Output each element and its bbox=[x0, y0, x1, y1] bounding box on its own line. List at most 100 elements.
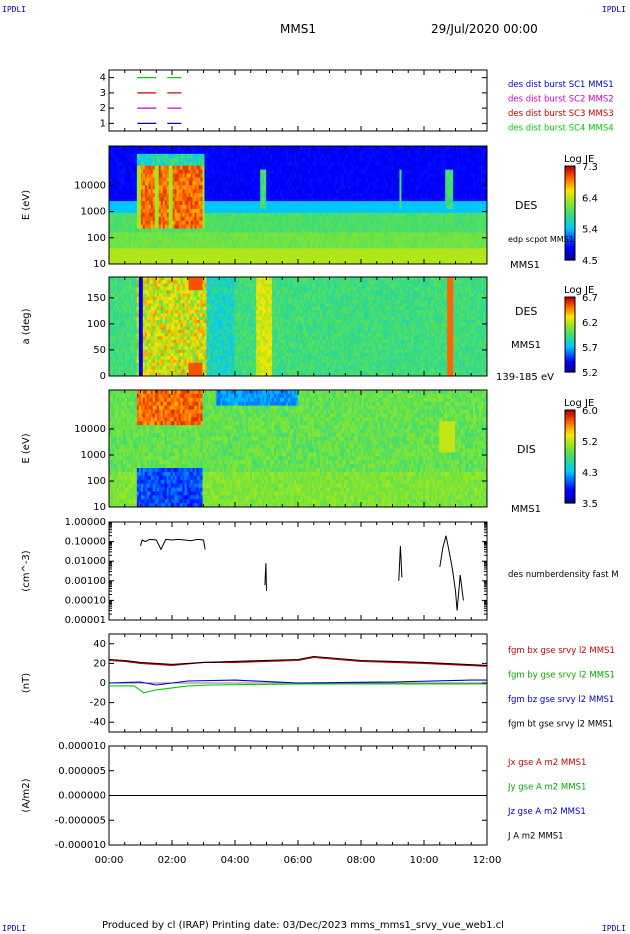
des-energy-cell bbox=[120, 201, 124, 206]
des-energy-cell bbox=[184, 205, 187, 210]
des-energy-cell bbox=[154, 236, 158, 241]
des-energy-cell bbox=[284, 256, 287, 261]
des-energy-cell bbox=[349, 220, 353, 226]
des-energy-cell bbox=[126, 197, 130, 202]
des-energy-cell bbox=[176, 216, 180, 222]
des-energy-cell bbox=[240, 248, 243, 253]
des-energy-cell bbox=[379, 260, 382, 265]
des-energy-cell bbox=[258, 201, 261, 206]
des-energy-cell bbox=[190, 232, 193, 237]
des-energy-cell bbox=[266, 165, 269, 170]
des-energy-cell bbox=[347, 157, 351, 163]
des-energy-cell bbox=[138, 181, 142, 186]
des-energy-cell bbox=[110, 149, 114, 155]
des-energy-cell bbox=[130, 256, 134, 261]
des-energy-cell bbox=[278, 252, 281, 257]
des-energy-cell bbox=[254, 252, 257, 257]
des-energy-cell bbox=[154, 161, 158, 167]
des-energy-cell bbox=[341, 149, 345, 155]
des-energy-cell bbox=[114, 189, 118, 194]
des-energy-cell bbox=[309, 232, 313, 237]
des-energy-cell bbox=[190, 212, 193, 218]
des-energy-cell bbox=[110, 193, 114, 198]
des-energy-cell bbox=[365, 260, 369, 265]
des-energy-cell bbox=[294, 173, 297, 178]
des-energy-cell bbox=[286, 232, 289, 237]
des-energy-cell bbox=[122, 228, 126, 233]
des-energy-cell bbox=[196, 208, 199, 214]
des-energy-cell bbox=[216, 232, 219, 237]
des-energy-cell bbox=[313, 205, 317, 210]
des-energy-cell bbox=[130, 181, 134, 186]
des-energy-cell bbox=[130, 169, 134, 174]
des-energy-cell bbox=[242, 197, 245, 202]
des-energy-cell bbox=[258, 256, 261, 261]
des-energy-cell bbox=[292, 181, 295, 186]
des-energy-cell bbox=[216, 256, 219, 261]
des-energy-cell bbox=[377, 161, 380, 167]
des-energy-cell bbox=[315, 212, 319, 218]
des-energy-cell bbox=[114, 153, 118, 159]
des-energy-cell bbox=[367, 177, 371, 182]
des-energy-cell bbox=[186, 212, 189, 218]
des-energy-cell bbox=[122, 173, 126, 178]
des-energy-cell bbox=[351, 149, 355, 155]
des-energy-cell bbox=[224, 205, 227, 210]
des-energy-cell bbox=[154, 189, 158, 194]
des-energy-cell bbox=[284, 205, 287, 210]
des-energy-cell bbox=[313, 208, 317, 214]
des-energy-cell bbox=[236, 248, 239, 253]
des-energy-cell bbox=[134, 244, 138, 249]
des-energy-cell bbox=[146, 252, 150, 257]
des-energy-cell bbox=[214, 153, 217, 159]
des-energy-cell bbox=[292, 161, 295, 167]
des-energy-cell bbox=[174, 157, 178, 163]
des-energy-cell bbox=[349, 232, 353, 237]
des-energy-cell bbox=[377, 177, 380, 182]
des-energy-cell bbox=[367, 205, 371, 210]
des-energy-cell bbox=[206, 173, 209, 178]
des-energy-cell bbox=[258, 181, 261, 186]
des-energy-cell bbox=[122, 189, 126, 194]
des-energy-cell bbox=[363, 256, 367, 261]
des-energy-cell bbox=[331, 149, 335, 155]
des-energy-cell bbox=[252, 169, 255, 174]
des-energy-cell bbox=[136, 208, 140, 214]
des-energy-cell bbox=[341, 240, 345, 245]
des-energy-cell bbox=[296, 232, 299, 237]
des-energy-cell bbox=[168, 240, 172, 245]
des-energy-cell bbox=[276, 161, 279, 167]
des-energy-cell bbox=[144, 205, 148, 210]
des-energy-cell bbox=[194, 260, 197, 265]
des-energy-cell bbox=[200, 149, 203, 155]
des-energy-cell bbox=[242, 146, 245, 151]
des-energy-cell bbox=[381, 181, 384, 186]
des-energy-cell bbox=[270, 181, 273, 186]
des-energy-cell bbox=[140, 169, 144, 174]
des-energy-cell bbox=[212, 173, 215, 178]
des-energy-cell bbox=[363, 205, 367, 210]
des-energy-cell bbox=[222, 205, 225, 210]
des-energy-cell bbox=[343, 252, 347, 257]
des-energy-cell bbox=[258, 260, 261, 265]
des-energy-cell bbox=[226, 236, 229, 241]
des-energy-cell bbox=[373, 201, 376, 206]
des-energy-cell bbox=[349, 256, 353, 261]
des-energy-cell bbox=[190, 181, 193, 186]
des-energy-cell bbox=[343, 153, 347, 159]
des-energy-cell bbox=[369, 220, 373, 226]
des-energy-cell bbox=[327, 212, 331, 218]
des-energy-cell bbox=[298, 224, 301, 229]
des-energy-cell bbox=[122, 208, 126, 214]
des-energy-cell bbox=[176, 260, 180, 265]
des-energy-cell bbox=[222, 146, 225, 151]
des-energy-cell bbox=[357, 252, 361, 257]
des-energy-cell bbox=[317, 205, 321, 210]
des-energy-cell bbox=[138, 169, 142, 174]
des-energy-cell bbox=[280, 232, 283, 237]
des-energy-cell bbox=[252, 173, 255, 178]
des-energy-cell bbox=[218, 161, 221, 167]
des-energy-cell bbox=[136, 232, 140, 237]
des-energy-cell bbox=[288, 146, 291, 151]
des-energy-cell bbox=[264, 193, 267, 198]
